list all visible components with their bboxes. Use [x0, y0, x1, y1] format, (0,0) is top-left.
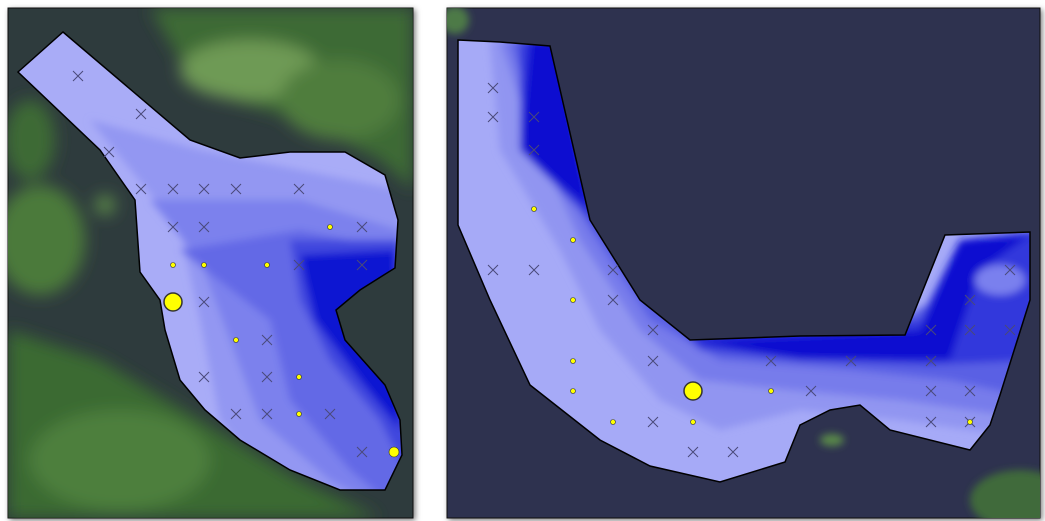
sample-cross	[261, 408, 273, 420]
sample-cross	[647, 416, 659, 428]
sample-cross	[687, 446, 699, 458]
sample-dot	[296, 411, 302, 417]
sample-cross	[647, 324, 659, 336]
survey-boundary	[16, 31, 403, 491]
survey-boundary	[457, 39, 1031, 483]
sample-dot	[570, 237, 576, 243]
sample-cross	[72, 70, 84, 82]
sample-dot	[570, 358, 576, 364]
sample-cross	[324, 408, 336, 420]
sample-cross	[167, 221, 179, 233]
sample-cross	[845, 355, 857, 367]
sample-dot	[570, 388, 576, 394]
sample-dot	[690, 419, 696, 425]
sample-cross	[765, 355, 777, 367]
sample-dot	[531, 206, 537, 212]
sample-cross	[1004, 324, 1016, 336]
sample-cross	[607, 264, 619, 276]
sample-cross	[727, 446, 739, 458]
sample-cross	[230, 183, 242, 195]
sample-cross	[925, 355, 937, 367]
sample-dot	[570, 297, 576, 303]
main-station	[163, 292, 183, 312]
sample-cross	[647, 355, 659, 367]
sample-cross	[925, 324, 937, 336]
sample-cross	[925, 385, 937, 397]
sample-cross	[293, 183, 305, 195]
sample-cross	[198, 296, 210, 308]
sample-cross	[135, 183, 147, 195]
sample-cross	[487, 264, 499, 276]
sample-dot	[768, 388, 774, 394]
sample-cross	[805, 385, 817, 397]
sample-dot	[201, 262, 207, 268]
sample-cross	[356, 259, 368, 271]
sample-cross	[261, 371, 273, 383]
sample-cross	[528, 144, 540, 156]
sample-dot	[610, 419, 616, 425]
sample-cross	[356, 221, 368, 233]
sample-dot	[967, 419, 973, 425]
sample-cross	[261, 334, 273, 346]
main-station	[683, 381, 703, 401]
sample-cross	[528, 111, 540, 123]
sample-cross	[293, 259, 305, 271]
left-imagery	[8, 8, 413, 518]
sample-cross	[607, 294, 619, 306]
sample-dot	[264, 262, 270, 268]
sample-dot	[233, 337, 239, 343]
sample-cross	[487, 82, 499, 94]
sample-cross	[487, 111, 499, 123]
vegetation	[8, 8, 413, 518]
sample-dot	[388, 446, 400, 458]
sample-cross	[1004, 264, 1016, 276]
sample-cross	[198, 221, 210, 233]
sample-cross	[528, 264, 540, 276]
sample-cross	[964, 324, 976, 336]
sample-cross	[198, 371, 210, 383]
sample-cross	[925, 416, 937, 428]
sample-dot	[170, 262, 176, 268]
sample-cross	[135, 108, 147, 120]
sample-cross	[356, 446, 368, 458]
sample-cross	[964, 385, 976, 397]
sample-cross	[103, 146, 115, 158]
sample-cross	[230, 408, 242, 420]
sample-dot	[296, 374, 302, 380]
shoreline	[447, 8, 1040, 518]
sample-points	[72, 70, 400, 458]
sample-cross	[198, 183, 210, 195]
sample-dot	[327, 224, 333, 230]
sample-cross	[964, 294, 976, 306]
sample-cross	[167, 183, 179, 195]
sample-points	[487, 82, 1016, 458]
